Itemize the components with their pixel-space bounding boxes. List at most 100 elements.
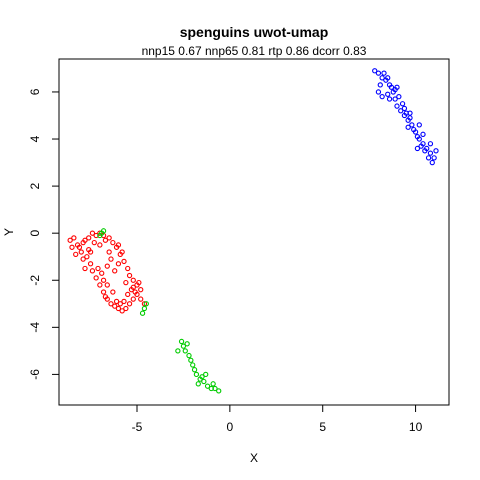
data-point [216,388,222,394]
data-point [399,101,406,107]
data-point [87,261,94,267]
data-point [67,237,73,243]
data-point [123,279,129,286]
data-point [119,308,125,314]
data-point [117,301,123,307]
data-point [418,143,424,149]
data-point [193,371,200,378]
data-point [89,268,96,274]
data-point [93,275,99,281]
data-point [379,75,385,81]
data-point [112,303,118,309]
data-point [394,103,400,109]
series-1 [67,230,148,314]
data-point [409,122,415,128]
data-point [414,134,421,140]
data-point [195,381,201,387]
data-point [130,277,136,283]
data-point [76,244,83,250]
data-point [91,239,97,246]
data-point [78,249,84,255]
x-tick-label: 0 [227,420,234,434]
data-points [67,68,439,394]
chart-subtitle: nnp15 0.67 nnp65 0.81 rtp 0.86 dcorr 0.8… [142,44,367,58]
data-point [86,235,92,241]
y-tick-label: -6 [28,369,42,380]
y-tick-label: 0 [28,230,42,237]
data-point [372,68,378,74]
series-2 [97,228,222,394]
x-tick-label: 10 [409,420,423,434]
data-point [182,348,188,354]
data-point [106,235,112,241]
data-point [115,242,122,248]
data-point [405,124,411,130]
data-point [108,301,114,307]
y-tick-label: 2 [28,182,42,189]
y-axis: -6 -4 -2 0 2 4 6 [28,88,60,380]
data-point [71,235,77,241]
data-point [414,145,421,152]
data-point [407,110,413,116]
data-point [433,148,439,154]
data-point [112,268,118,274]
data-point [381,70,387,76]
data-point [191,367,198,373]
data-point [431,155,437,161]
data-point [82,265,88,272]
data-point [123,305,129,312]
data-point [73,251,79,258]
data-point [113,298,120,305]
data-point [104,263,110,269]
data-point [126,272,133,279]
data-point [385,91,391,97]
data-point [377,82,383,88]
data-point [138,296,144,302]
data-point [204,383,211,389]
data-point [115,305,122,312]
data-point [375,89,382,95]
data-point [69,244,75,250]
data-point [110,239,116,246]
data-point [190,362,196,368]
data-point [143,301,149,307]
data-point [97,282,103,288]
data-point [375,70,382,76]
data-point [125,291,131,298]
data-point [212,385,218,392]
data-point [99,270,105,276]
data-point [106,249,112,255]
data-point [102,294,109,300]
data-point [80,256,86,262]
data-point [188,357,194,363]
series-3 [372,68,439,166]
data-point [82,237,88,243]
data-point [126,301,133,307]
x-tick-label: -5 [132,420,143,434]
x-axis: -5 0 5 10 [132,404,423,434]
data-point [416,122,422,128]
data-point [97,230,103,236]
data-point [139,310,146,316]
data-point [201,378,207,385]
data-point [420,131,426,137]
y-axis-title: Y [2,228,16,236]
y-tick-label: -4 [28,322,42,333]
data-point [175,348,181,354]
data-point [178,338,185,345]
data-point [386,96,393,102]
data-point [121,258,127,265]
y-tick-label: 4 [28,135,42,142]
data-point [388,84,395,90]
data-point [89,230,96,236]
data-point [203,371,209,378]
data-point [121,298,127,305]
data-point [104,282,110,288]
data-point [379,94,385,100]
data-point [119,249,125,255]
data-point [401,105,408,112]
data-point [427,150,434,156]
data-point [141,305,148,312]
x-axis-title: X [250,451,258,465]
